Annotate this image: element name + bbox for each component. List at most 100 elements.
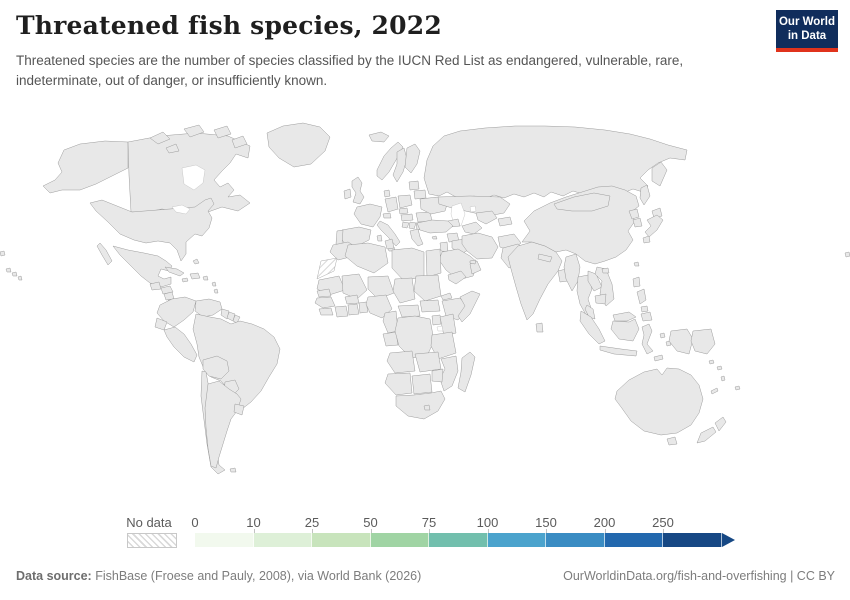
country-finland[interactable] <box>404 143 421 174</box>
togo-benin[interactable] <box>358 301 369 314</box>
indonesia-sulawesi[interactable] <box>641 323 654 355</box>
country-uk[interactable] <box>351 176 365 205</box>
country-zambia[interactable] <box>414 351 442 373</box>
country-nepal[interactable] <box>537 253 553 263</box>
country-croatia[interactable] <box>401 221 410 229</box>
lesser-antilles[interactable] <box>213 288 219 294</box>
footer-link[interactable]: OurWorldinData.org/fish-and-overfishing … <box>563 569 835 583</box>
pacific-island[interactable] <box>844 251 850 258</box>
central-african-republic[interactable] <box>397 304 421 318</box>
country-bolivia[interactable] <box>202 355 230 380</box>
country-czechia[interactable] <box>398 207 409 215</box>
country-tunisia[interactable] <box>384 238 395 250</box>
country-venezuela[interactable] <box>194 298 223 318</box>
country-belarus[interactable] <box>413 189 427 200</box>
country-vietnam[interactable] <box>594 266 615 307</box>
country-nigeria[interactable] <box>365 294 393 319</box>
island-okinawa[interactable] <box>633 261 640 267</box>
country-australia[interactable] <box>614 367 704 436</box>
country-bahamas[interactable] <box>192 258 200 265</box>
country-ivory-coast[interactable] <box>334 305 349 318</box>
country-angola[interactable] <box>386 350 416 374</box>
islands-hawaii[interactable] <box>17 275 23 281</box>
country-hungary[interactable] <box>400 213 414 222</box>
country-guatemala[interactable] <box>149 281 162 291</box>
country-mali[interactable] <box>341 273 368 300</box>
country-egypt[interactable] <box>425 248 442 278</box>
country-poland[interactable] <box>397 194 413 209</box>
indonesia-papua[interactable] <box>668 328 694 355</box>
legend-bin-200[interactable] <box>604 533 663 547</box>
jordan-israel[interactable] <box>439 241 449 253</box>
country-uganda[interactable] <box>431 314 442 326</box>
philippines-visayas[interactable] <box>640 305 649 313</box>
lesser-antilles[interactable] <box>211 281 217 287</box>
country-cameroon[interactable] <box>382 310 399 334</box>
kyrgyzstan-tajikistan[interactable] <box>497 216 513 227</box>
country-russia[interactable] <box>423 125 688 200</box>
legend-bin-0[interactable] <box>195 533 254 547</box>
country-uzbekistan[interactable] <box>475 210 498 225</box>
country-papua-new-guinea[interactable] <box>690 328 716 355</box>
malaysia-peninsular[interactable] <box>584 304 596 320</box>
arctic-island[interactable] <box>183 124 205 138</box>
country-guyana[interactable] <box>220 308 230 320</box>
islands-hawaii[interactable] <box>5 267 12 273</box>
country-eritrea[interactable] <box>440 292 453 301</box>
country-south-africa[interactable] <box>395 390 446 420</box>
gabon-congo[interactable] <box>382 331 399 347</box>
country-taiwan[interactable] <box>632 276 641 288</box>
country-mozambique[interactable] <box>439 355 459 392</box>
falkland-islands[interactable] <box>229 467 237 473</box>
island-tasmania[interactable] <box>666 436 678 446</box>
country-greece[interactable] <box>409 228 424 247</box>
country-italy[interactable] <box>376 220 401 247</box>
country-uruguay[interactable] <box>233 403 245 416</box>
country-india[interactable] <box>507 241 563 321</box>
country-alaska[interactable] <box>42 140 129 194</box>
country-south-korea[interactable] <box>632 217 643 228</box>
country-myanmar[interactable] <box>563 253 581 292</box>
legend-color-bar[interactable] <box>195 533 735 547</box>
country-peru[interactable] <box>163 326 198 363</box>
country-argentina[interactable] <box>204 380 242 469</box>
country-portugal[interactable] <box>335 229 344 246</box>
country-mongolia[interactable] <box>553 192 611 212</box>
island-vanuatu[interactable] <box>720 375 726 382</box>
country-zimbabwe[interactable] <box>431 368 444 383</box>
country-uae[interactable] <box>469 259 477 265</box>
country-turkmenistan[interactable] <box>461 221 483 235</box>
country-denmark[interactable] <box>383 189 391 198</box>
legend-bin-75[interactable] <box>429 533 488 547</box>
country-somalia[interactable] <box>457 290 481 323</box>
western-sahara-no-data[interactable] <box>316 257 338 280</box>
country-senegal[interactable] <box>316 288 332 298</box>
arctic-island[interactable] <box>213 125 232 139</box>
country-germany[interactable] <box>384 196 399 213</box>
country-guinea[interactable] <box>314 296 336 309</box>
pacific-island[interactable] <box>0 250 6 257</box>
country-lesotho[interactable] <box>423 404 431 411</box>
country-ireland[interactable] <box>343 188 352 200</box>
country-france[interactable] <box>353 203 383 228</box>
country-ghana[interactable] <box>347 303 360 316</box>
island-hainan[interactable] <box>601 267 610 274</box>
country-switzerland[interactable] <box>382 212 392 219</box>
new-zealand-north[interactable] <box>714 416 727 432</box>
country-usa[interactable] <box>89 197 215 262</box>
philippines-mindanao[interactable] <box>640 311 653 322</box>
country-cuba[interactable] <box>164 266 185 277</box>
legend-bin-100[interactable] <box>487 533 546 547</box>
arctic-island[interactable] <box>165 143 180 154</box>
indonesia-kalimantan[interactable] <box>610 318 640 342</box>
indonesia-java[interactable] <box>599 345 638 357</box>
country-honduras[interactable] <box>160 285 174 295</box>
owid-logo[interactable]: Our World in Data <box>776 10 838 52</box>
sierra-leone-liberia[interactable] <box>318 307 334 316</box>
country-sudan[interactable] <box>413 274 442 302</box>
no-data-swatch[interactable] <box>127 533 177 548</box>
country-sweden[interactable] <box>392 147 408 183</box>
country-timor[interactable] <box>653 354 664 362</box>
country-mexico[interactable] <box>112 245 173 288</box>
solomon-islands[interactable] <box>708 359 715 365</box>
